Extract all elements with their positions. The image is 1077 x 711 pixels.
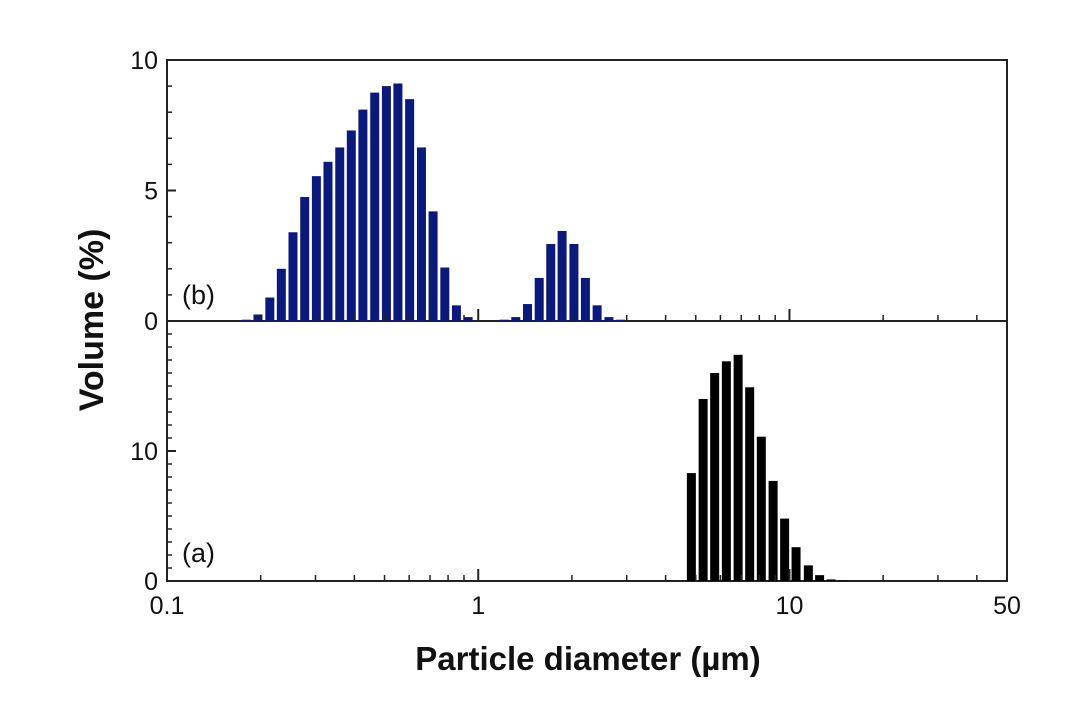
y-axis-title: Volume (%) xyxy=(73,229,111,412)
bar-panel-0-27 xyxy=(580,277,590,321)
labels-layer: 0 5 10 (b) 0 10 (a) 0.1 1 10 50 xyxy=(130,47,1021,620)
x-tick-label-1: 1 xyxy=(471,592,485,620)
bar-panel-1-12 xyxy=(826,579,836,581)
panel-label-1: (a) xyxy=(182,538,215,568)
bar-panel-0-19 xyxy=(463,317,473,321)
y-tick-label-panel-0-2: 10 xyxy=(130,47,158,75)
bar-panel-0-30 xyxy=(616,319,626,321)
bar-panel-0-20 xyxy=(499,319,509,321)
bar-panel-1-4 xyxy=(733,354,743,581)
bar-panel-0-9 xyxy=(346,130,356,321)
bar-panel-0-3 xyxy=(276,268,286,321)
bar-panel-0-24 xyxy=(546,244,556,321)
ticks-layer xyxy=(166,59,978,582)
bar-panel-0-22 xyxy=(523,304,533,321)
bar-panel-0-28 xyxy=(592,305,602,321)
bar-panel-0-4 xyxy=(288,232,298,321)
bar-panel-0-5 xyxy=(300,197,310,321)
bar-panel-0-10 xyxy=(358,109,368,321)
bar-panel-0-21 xyxy=(511,317,521,321)
panel-label-0: (b) xyxy=(182,280,215,310)
y-tick-label-panel-1-0: 0 xyxy=(144,568,158,596)
bar-panel-0-25 xyxy=(557,230,567,321)
bar-panel-1-8 xyxy=(780,518,790,581)
bar-panel-1-11 xyxy=(815,575,825,581)
bar-panel-0-29 xyxy=(604,317,614,321)
bar-panel-0-6 xyxy=(311,176,321,321)
bar-panel-1-1 xyxy=(698,399,708,581)
bar-panel-0-23 xyxy=(534,277,544,321)
bars-layer xyxy=(241,83,848,582)
bar-panel-0-2 xyxy=(265,297,275,321)
bar-panel-0-7 xyxy=(323,161,333,321)
bar-panel-0-14 xyxy=(405,99,415,322)
bar-panel-1-6 xyxy=(756,436,766,581)
bar-panel-0-15 xyxy=(416,147,426,321)
y-tick-label-panel-1-1: 10 xyxy=(130,438,158,466)
bar-panel-1-13 xyxy=(838,580,848,582)
bar-panel-0-18 xyxy=(451,305,461,321)
bar-panel-0-8 xyxy=(335,147,345,321)
y-tick-label-panel-0-1: 5 xyxy=(144,178,158,206)
y-tick-label-panel-0-0: 0 xyxy=(144,308,158,336)
bar-panel-0-17 xyxy=(440,267,450,321)
bar-panel-1-9 xyxy=(791,547,801,581)
x-axis-title: Particle diameter (µm) xyxy=(415,640,760,677)
x-tick-label-3: 50 xyxy=(993,592,1021,620)
bar-panel-0-12 xyxy=(381,86,391,321)
bar-panel-1-10 xyxy=(803,565,813,581)
bar-panel-1-2 xyxy=(710,373,720,581)
x-tick-label-2: 10 xyxy=(776,592,804,620)
x-tick-label-0: 0.1 xyxy=(150,592,185,620)
bar-panel-0-0 xyxy=(241,319,251,321)
bar-panel-0-11 xyxy=(370,92,380,322)
bar-panel-0-26 xyxy=(569,244,579,321)
bar-panel-1-0 xyxy=(686,473,696,581)
bar-panel-0-16 xyxy=(428,211,438,321)
bar-panel-1-3 xyxy=(721,361,731,581)
bar-panel-1-5 xyxy=(745,387,755,581)
bar-panel-0-1 xyxy=(253,314,263,321)
bar-panel-1-7 xyxy=(768,480,778,581)
bar-panel-0-13 xyxy=(393,83,403,322)
